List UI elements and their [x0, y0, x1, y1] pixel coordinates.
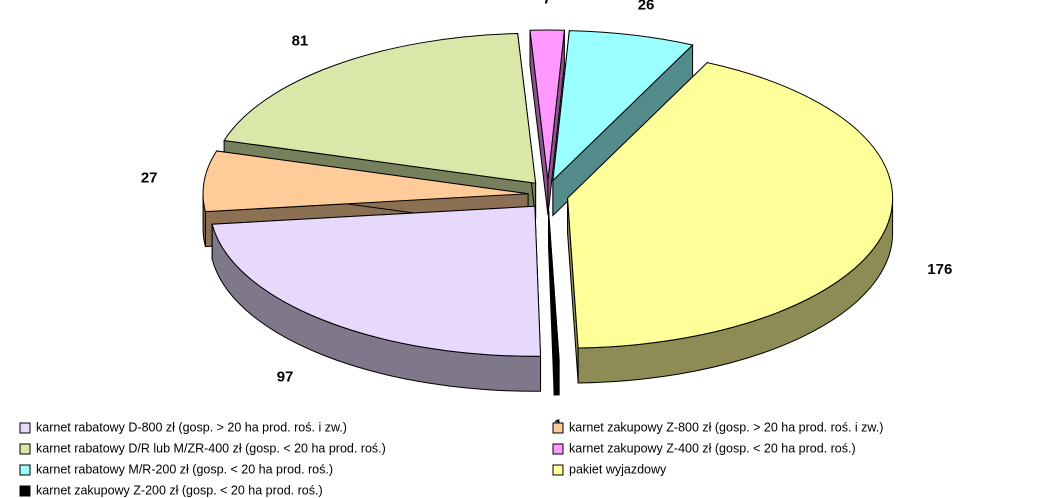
value-label: 26 — [638, 0, 655, 13]
value-label: 7 — [543, 0, 551, 7]
slice-top — [567, 62, 894, 349]
legend-swatch — [19, 485, 31, 497]
pie — [202, 29, 894, 396]
legend-label: karnet rabatowy M/R-200 zł (gosp. < 20 h… — [36, 462, 333, 476]
legend-swatch — [19, 443, 31, 455]
legend-label: pakiet wyjazdowy — [569, 462, 667, 476]
legend-label: karnet zakupowy Z-800 zł (gosp. > 20 ha … — [569, 420, 883, 434]
slice-top — [529, 29, 565, 181]
legend-label: karnet rabatowy D-800 zł (gosp. > 20 ha … — [36, 420, 347, 434]
legend-swatch — [552, 464, 564, 476]
value-label: 81 — [292, 33, 309, 50]
value-label: 97 — [277, 368, 294, 385]
slice-top — [552, 30, 694, 182]
slice — [567, 61, 894, 384]
slice-top — [223, 32, 537, 184]
value-label: 176 — [927, 261, 952, 278]
legend: karnet rabatowy D-800 zł (gosp. > 20 ha … — [19, 420, 883, 497]
slice — [211, 205, 542, 392]
legend-swatch — [552, 422, 564, 434]
legend-swatch — [552, 443, 564, 455]
value-label: 27 — [141, 169, 158, 186]
slice-top — [211, 205, 542, 357]
slice-top — [548, 209, 560, 361]
slice — [552, 30, 694, 217]
slice — [529, 29, 565, 216]
legend-swatch — [19, 464, 31, 476]
slice-top — [202, 150, 529, 213]
slice — [548, 209, 560, 396]
legend-label: karnet zakupowy Z-400 zł (gosp. < 20 ha … — [569, 441, 856, 455]
slice-side — [553, 359, 560, 396]
legend-label: karnet rabatowy D/R lub M/ZR-400 zł (gos… — [36, 441, 386, 455]
legend-swatch — [19, 422, 31, 434]
legend-label: karnet zakupowy Z-200 zł (gosp. < 20 ha … — [36, 483, 323, 497]
